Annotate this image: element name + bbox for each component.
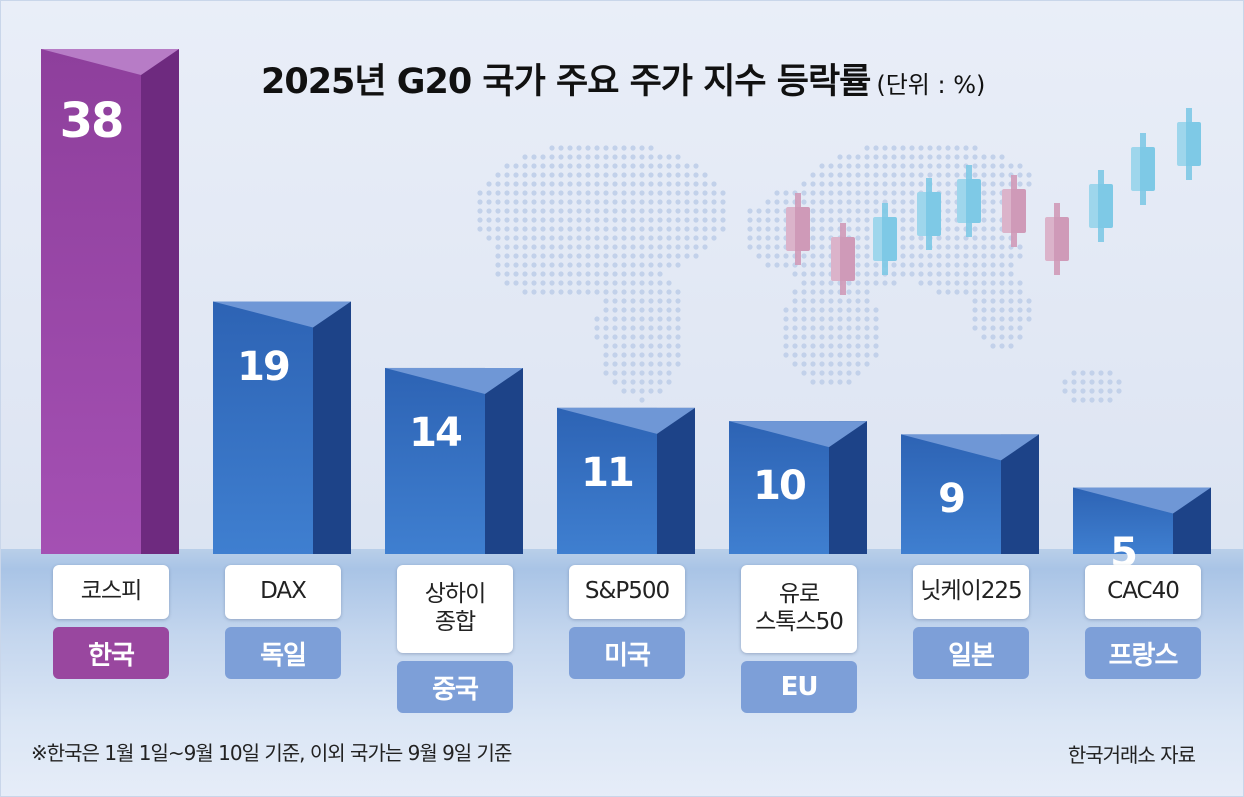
bar-side-2: [313, 301, 351, 554]
index-label-line: CAC40: [1107, 578, 1180, 605]
bar-top-5: [729, 421, 867, 448]
index-label-text: CAC40: [1107, 578, 1180, 606]
bar-top-1: [41, 49, 179, 75]
index-label: 유로 스톡스50: [741, 565, 857, 653]
country-label: 한국: [53, 627, 169, 679]
bar-top-4: [557, 407, 695, 434]
bar-value-label: 11: [581, 449, 635, 496]
index-label: 상하이 종합: [397, 565, 513, 653]
bar-top-2: [213, 301, 351, 328]
bar-1: [41, 49, 179, 554]
country-label: 중국: [397, 661, 513, 713]
country-label: 미국: [569, 627, 685, 679]
bar-side-4: [657, 407, 695, 554]
bar-front-5: [729, 421, 829, 554]
bar-side-6: [1001, 434, 1039, 554]
bar-value-label: 10: [753, 463, 807, 510]
bar-4: [557, 407, 695, 554]
index-label-text: 닛케이225: [920, 578, 1022, 606]
index-label-line: DAX: [260, 578, 307, 605]
source-credit: 한국거래소 자료: [1067, 743, 1196, 767]
bar-7: [1073, 487, 1211, 554]
bar-top-3: [385, 367, 523, 394]
bar-side-3: [485, 367, 523, 554]
bar-front-4: [557, 407, 657, 554]
index-label-line: 종합: [434, 609, 476, 635]
index-label-line: S&P500: [584, 578, 670, 605]
country-label: 프랑스: [1085, 627, 1201, 679]
bar-front-2: [213, 301, 313, 554]
index-label-text: 유로 스톡스50: [755, 581, 844, 636]
chart-title: 2025년 G20 국가 주요 주가 지수 등락률 (단위 : %): [261, 53, 1061, 104]
bar-side-1: [141, 49, 179, 554]
bar-front-3: [385, 367, 485, 554]
candlestick-decoration: [786, 108, 1201, 295]
index-label-line: 상하이: [424, 581, 486, 608]
index-label-line: 유로: [778, 581, 820, 608]
index-label: 닛케이225: [913, 565, 1029, 619]
bar-top-7: [1073, 487, 1211, 514]
bar-3: [385, 367, 523, 554]
bar-value-label: 9: [938, 476, 966, 523]
bar-5: [729, 421, 867, 554]
country-label: 일본: [913, 627, 1029, 679]
bar-front-1: [41, 49, 141, 554]
index-label-text: S&P500: [584, 578, 670, 606]
index-label-text: 코스피: [80, 578, 142, 606]
index-label: CAC40: [1085, 565, 1201, 619]
bar-side-5: [829, 421, 867, 554]
index-label-text: 상하이 종합: [424, 581, 486, 636]
bar-2: [213, 301, 351, 554]
chart-title-text: 2025년 G20 국가 주요 주가 지수 등락률: [261, 62, 871, 102]
index-label: S&P500: [569, 565, 685, 619]
chart-unit: (단위 : %): [876, 71, 986, 99]
index-label: DAX: [225, 565, 341, 619]
index-label-line: 스톡스50: [755, 609, 844, 635]
index-label: 코스피: [53, 565, 169, 619]
country-label: 독일: [225, 627, 341, 679]
index-label-text: DAX: [260, 578, 307, 606]
bar-value-label: 19: [237, 343, 291, 390]
bar-6: [901, 434, 1039, 554]
footnote: ※한국은 1월 1일~9월 10일 기준, 이외 국가는 9월 9일 기준: [31, 741, 512, 765]
bar-top-6: [901, 434, 1039, 461]
bar-value-label: 14: [409, 409, 463, 456]
bar-value-label: 38: [59, 93, 125, 149]
index-label-line: 코스피: [80, 578, 142, 605]
country-label: EU: [741, 661, 857, 713]
index-label-line: 닛케이225: [920, 578, 1022, 605]
